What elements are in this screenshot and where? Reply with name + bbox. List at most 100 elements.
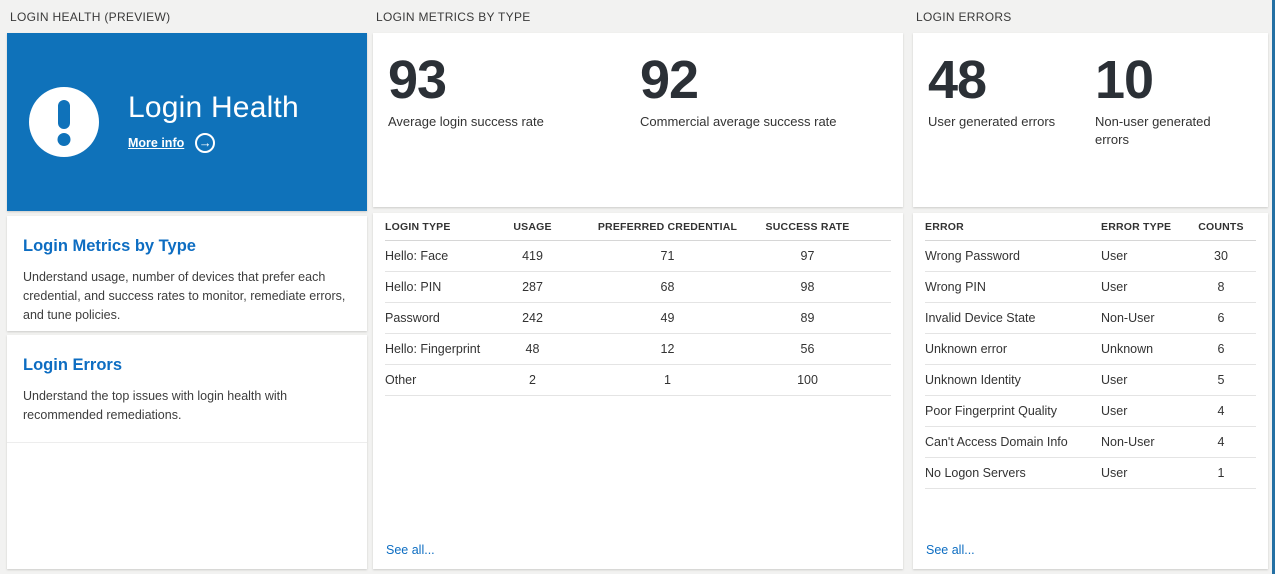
more-info-link[interactable]: More info: [128, 136, 185, 150]
cell-usage: 48: [525, 342, 540, 356]
column-header-error-type: ERROR TYPE: [1101, 220, 1172, 233]
divider: [7, 442, 367, 443]
cell-error-type: User: [1101, 249, 1128, 263]
cell-login-type: Hello: Fingerprint: [385, 342, 481, 356]
login-errors-section-tile[interactable]: Login Errors Understand the top issues w…: [7, 335, 367, 442]
errors-see-all-link[interactable]: See all...: [926, 543, 975, 557]
login-errors-section-title: Login Errors: [23, 356, 123, 374]
cell-success-rate: 89: [800, 311, 815, 325]
login-metrics-section-description: Understand usage, number of devices that…: [23, 270, 346, 322]
login-health-tile[interactable]: Login Health More info →: [7, 33, 367, 211]
empty-area: [385, 396, 891, 543]
table-row: No Logon Servers User 1: [925, 458, 1256, 489]
login-metrics-section-title: Login Metrics by Type: [23, 237, 196, 255]
table-row: Wrong Password User 30: [925, 241, 1256, 272]
cell-error: Unknown Identity: [925, 373, 1021, 387]
cell-counts: 6: [1217, 311, 1225, 325]
exclamation-bar: [58, 100, 70, 129]
cell-success-rate: 100: [797, 373, 818, 387]
cell-error-type: User: [1101, 466, 1128, 480]
exclamation-dot: [57, 133, 71, 146]
cell-usage: 419: [522, 249, 543, 263]
empty-area: [7, 443, 367, 569]
login-metrics-section-tile[interactable]: Login Metrics by Type Understand usage, …: [7, 216, 367, 331]
cell-error: Invalid Device State: [925, 311, 1036, 325]
metrics-see-all-link[interactable]: See all...: [386, 543, 435, 557]
table-row: Invalid Device State Non-User 6: [925, 303, 1256, 334]
column-header-login-type: LOGIN TYPE: [385, 220, 451, 233]
column-header-preferred-credential: PREFERRED CREDENTIAL: [597, 220, 738, 233]
alert-exclamation-icon: [29, 87, 99, 157]
stat-value: 10: [1095, 50, 1154, 110]
table-row: Other 2 1 100: [385, 365, 891, 396]
login-errors-section-description: Understand the top issues with login hea…: [23, 389, 288, 422]
metrics-table-tile: LOGIN TYPE USAGE PREFERRED CREDENTIAL SU…: [373, 213, 903, 569]
stat-label: User generated errors: [928, 114, 1056, 130]
cell-error-type: Non-User: [1101, 435, 1155, 449]
cell-success-rate: 56: [800, 342, 815, 356]
table-row: Can't Access Domain Info Non-User 4: [925, 427, 1256, 458]
cell-usage: 287: [522, 280, 543, 294]
cell-login-type: Other: [385, 373, 417, 387]
cell-preferred-credential: 1: [664, 373, 671, 387]
cell-error: No Logon Servers: [925, 466, 1026, 480]
cell-preferred-credential: 12: [660, 342, 675, 356]
metrics-table-header: LOGIN TYPE USAGE PREFERRED CREDENTIAL SU…: [385, 213, 891, 241]
empty-area: [925, 489, 1256, 543]
table-row: Password 242 49 89: [385, 303, 891, 334]
stat-value: 93: [388, 50, 447, 110]
cell-success-rate: 97: [800, 249, 815, 263]
column-login-metrics: LOGIN METRICS BY TYPE 93 Average login s…: [373, 0, 903, 569]
section-header-login-errors: LOGIN ERRORS: [916, 10, 1012, 24]
table-row: Unknown error Unknown 6: [925, 334, 1256, 365]
right-edge-accent-bar: [1272, 0, 1275, 574]
cell-login-type: Password: [385, 311, 440, 325]
table-row: Hello: Fingerprint 48 12 56: [385, 334, 891, 365]
cell-error: Can't Access Domain Info: [925, 435, 1068, 449]
cell-error: Unknown error: [925, 342, 1007, 356]
cell-error: Poor Fingerprint Quality: [925, 404, 1058, 418]
cell-preferred-credential: 71: [660, 249, 675, 263]
cell-error-type: User: [1101, 404, 1128, 418]
cell-login-type: Hello: PIN: [385, 280, 442, 294]
cell-error-type: Non-User: [1101, 311, 1155, 325]
column-login-health: LOGIN HEALTH (PREVIEW) Login Health More…: [7, 0, 367, 569]
hero-text: Login Health More info →: [128, 91, 299, 153]
cell-counts: 6: [1217, 342, 1225, 356]
hero-title: Login Health: [128, 91, 299, 124]
column-header-success-rate: SUCCESS RATE: [765, 220, 850, 233]
cell-counts: 1: [1217, 466, 1225, 480]
stat-label: Non-user generated errors: [1095, 114, 1211, 147]
column-header-usage: USAGE: [513, 220, 552, 233]
cell-preferred-credential: 68: [660, 280, 675, 294]
table-row: Hello: PIN 287 68 98: [385, 272, 891, 303]
cell-error-type: User: [1101, 373, 1128, 387]
stat-value: 92: [640, 50, 699, 110]
cell-success-rate: 98: [800, 280, 815, 294]
section-header-login-metrics: LOGIN METRICS BY TYPE: [376, 10, 531, 24]
cell-preferred-credential: 49: [660, 311, 675, 325]
section-header-login-health: LOGIN HEALTH (PREVIEW): [10, 10, 171, 24]
cell-counts: 4: [1217, 404, 1225, 418]
description-stack: Login Metrics by Type Understand usage, …: [7, 216, 367, 569]
cell-usage: 242: [522, 311, 543, 325]
more-info-row: More info →: [128, 133, 299, 153]
cell-usage: 2: [529, 373, 536, 387]
stat-non-user-errors: 10 Non-user generated errors: [1095, 52, 1240, 207]
stat-commercial-success: 92 Commercial average success rate: [640, 52, 892, 207]
login-errors-section-card: Login Errors Understand the top issues w…: [7, 335, 367, 569]
cell-counts: 30: [1214, 249, 1228, 263]
errors-table-body: Wrong Password User 30 Wrong PIN User 8 …: [925, 241, 1256, 489]
cell-login-type: Hello: Face: [385, 249, 449, 263]
table-row: Hello: Face 419 71 97: [385, 241, 891, 272]
column-header-counts: COUNTS: [1198, 220, 1244, 233]
stat-label: Average login success rate: [388, 114, 544, 130]
stat-value: 48: [928, 50, 987, 110]
table-row: Unknown Identity User 5: [925, 365, 1256, 396]
stat-user-errors: 48 User generated errors: [928, 52, 1095, 207]
cell-error-type: Unknown: [1101, 342, 1154, 356]
table-row: Wrong PIN User 8: [925, 272, 1256, 303]
stat-average-success: 93 Average login success rate: [388, 52, 640, 207]
arrow-right-icon[interactable]: →: [195, 133, 216, 153]
